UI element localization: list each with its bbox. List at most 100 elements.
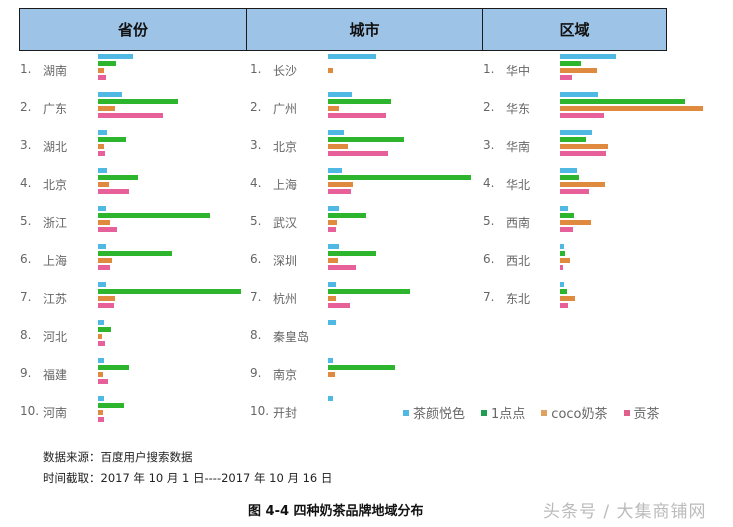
province-bar — [98, 372, 103, 377]
province-bar — [98, 68, 104, 73]
city-bar — [328, 130, 344, 135]
city-bar — [328, 144, 348, 149]
legend-swatch-icon — [541, 409, 548, 416]
city-bar — [328, 168, 342, 173]
region-bar — [560, 258, 570, 263]
city-bar — [328, 251, 376, 256]
region-bar — [560, 282, 564, 287]
city-rank: 1. — [250, 62, 262, 76]
city-bar — [328, 227, 336, 232]
city-bar — [328, 68, 333, 73]
header-province: 省份 — [117, 21, 148, 39]
region-bar — [560, 213, 574, 218]
city-rank: 10. — [250, 404, 270, 418]
province-bar — [98, 258, 112, 263]
legend-label: 1点点 — [491, 407, 526, 422]
legend-item-yidiandian: 1点点 — [481, 403, 525, 422]
city-bar — [328, 282, 336, 287]
city-bar — [328, 289, 410, 294]
region-bar — [560, 61, 581, 66]
city-label: 杭州 — [273, 292, 298, 306]
legend-swatch-icon — [481, 409, 488, 416]
region-rank: 7. — [483, 290, 495, 304]
legend-item-coco: coco奶茶 — [541, 403, 608, 422]
province-bar — [98, 303, 114, 308]
province-bar — [98, 296, 115, 301]
city-label: 秦皇岛 — [273, 330, 310, 344]
city-bar — [328, 151, 388, 156]
province-bar — [98, 244, 106, 249]
province-label: 湖北 — [43, 140, 68, 154]
city-bar — [328, 320, 336, 325]
city-rank: 8. — [250, 328, 262, 342]
province-rank: 1. — [20, 62, 32, 76]
region-bar — [560, 68, 597, 73]
header-region: 区域 — [482, 9, 666, 50]
province-rank: 4. — [20, 176, 32, 190]
province-bar — [98, 289, 241, 294]
legend-swatch-icon — [403, 409, 409, 416]
region-bar — [560, 206, 568, 211]
legend-swatch-icon — [623, 409, 630, 416]
province-rank: 7. — [20, 290, 32, 304]
region-label: 西南 — [506, 216, 531, 230]
city-label: 武汉 — [273, 216, 298, 230]
province-bar — [98, 282, 106, 287]
region-rank: 1. — [483, 62, 495, 76]
watermark: 头条号 / 大集商铺网 — [543, 502, 707, 522]
city-rank: 2. — [250, 100, 262, 114]
region-bar — [560, 99, 685, 104]
region-rank: 3. — [483, 138, 495, 152]
region-bar — [560, 296, 575, 301]
city-bar — [328, 113, 386, 118]
region-label: 华南 — [506, 140, 531, 154]
region-rank: 4. — [483, 176, 495, 190]
province-bar — [98, 168, 107, 173]
time-period-note: 时间截取：2017 年 10 月 1 日----2017 年 10 月 16 日 — [43, 471, 333, 485]
province-bar — [98, 403, 124, 408]
region-bar — [560, 220, 591, 225]
city-bar — [328, 175, 471, 180]
province-bar — [98, 175, 138, 180]
city-rank: 3. — [250, 138, 262, 152]
province-label: 上海 — [43, 254, 68, 268]
province-label: 河北 — [43, 330, 68, 344]
region-bar — [560, 168, 577, 173]
city-label: 南京 — [273, 368, 298, 382]
province-bar — [98, 189, 129, 194]
province-rank: 8. — [20, 328, 32, 342]
header-city: 城市 — [246, 9, 482, 50]
city-bar — [328, 92, 352, 97]
province-rank: 2. — [20, 100, 32, 114]
city-label: 上海 — [273, 178, 298, 192]
city-bar — [328, 365, 395, 370]
region-bar — [560, 113, 604, 118]
city-rank: 7. — [250, 290, 262, 304]
province-bar — [98, 92, 122, 97]
province-bar — [98, 106, 115, 111]
province-bar — [98, 396, 104, 401]
province-label: 湖南 — [43, 64, 68, 78]
province-bar — [98, 54, 133, 59]
city-label: 北京 — [273, 140, 298, 154]
region-label: 西北 — [506, 254, 531, 268]
province-bar — [98, 410, 103, 415]
city-bar — [328, 265, 356, 270]
region-bar — [560, 92, 598, 97]
city-bar — [328, 396, 333, 401]
city-bar — [328, 189, 351, 194]
province-bar — [98, 365, 129, 370]
region-label: 华北 — [506, 178, 531, 192]
province-rank: 10. — [20, 404, 40, 418]
province-bar — [98, 151, 105, 156]
legend-item-chayan: 茶颜悦色 — [403, 403, 465, 422]
city-bar — [328, 296, 336, 301]
region-rank: 6. — [483, 252, 495, 266]
province-bar — [98, 251, 172, 256]
province-label: 河南 — [43, 406, 68, 420]
province-bar — [98, 144, 104, 149]
city-bar — [328, 220, 337, 225]
province-rank: 9. — [20, 366, 32, 380]
legend-label: 贡茶 — [633, 407, 660, 422]
region-bar — [560, 175, 579, 180]
